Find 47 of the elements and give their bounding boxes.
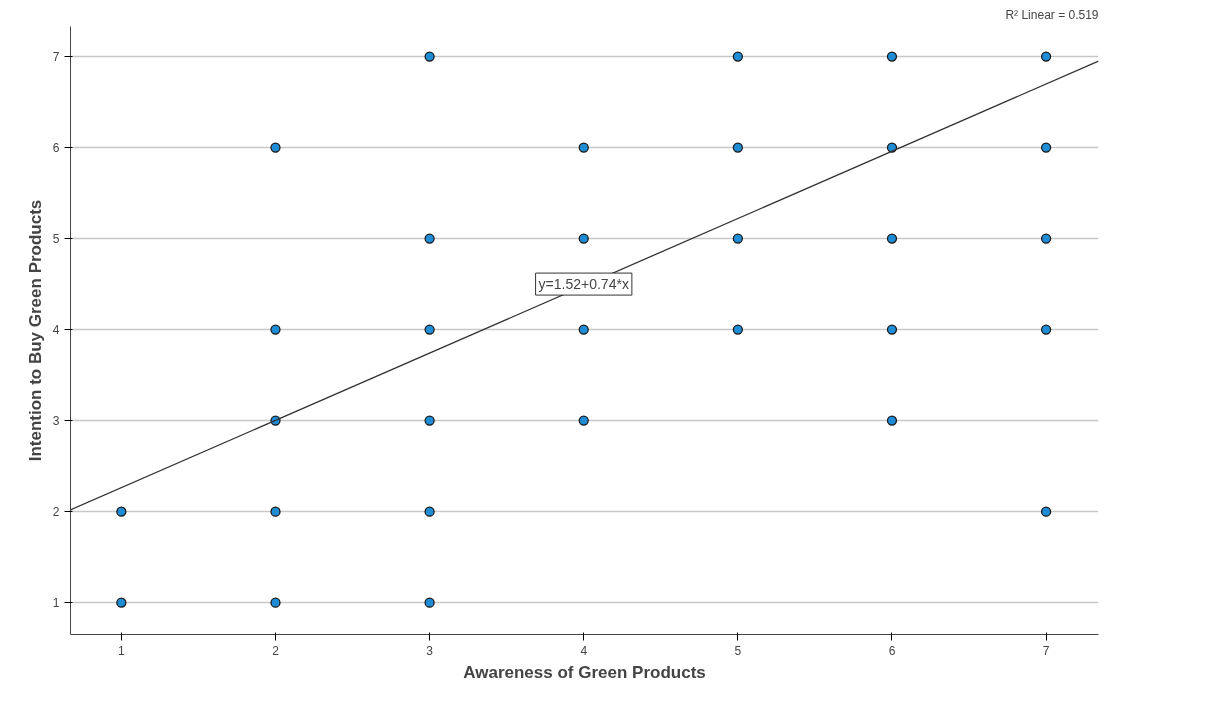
x-tick-label: 6: [888, 643, 896, 658]
x-tick-label: 3: [426, 643, 434, 658]
point: [578, 324, 589, 335]
point: [732, 324, 743, 335]
x-tick-label: 2: [272, 643, 280, 658]
y-tick-label: 6: [52, 141, 60, 156]
y-tick-label: 1: [52, 596, 60, 611]
point: [1040, 233, 1052, 244]
point: [732, 233, 743, 244]
x-tick-label: 7: [1042, 643, 1050, 658]
y-tick-label: 5: [52, 232, 60, 247]
point: [578, 142, 589, 153]
point: [116, 506, 127, 517]
y-tick-label: 4: [52, 323, 60, 338]
x-axis-title: Awareness of Green Products: [463, 662, 706, 682]
point: [270, 142, 281, 153]
point: [886, 415, 898, 426]
x-tick-label: 4: [580, 643, 588, 658]
point: [270, 506, 281, 517]
point: [424, 324, 435, 335]
y-tick-label: 2: [52, 505, 60, 520]
y-axis-title: Intention to Buy Green Products: [25, 199, 45, 462]
x-tick-label: 5: [734, 643, 742, 658]
point: [1040, 142, 1052, 153]
point: [732, 142, 743, 153]
annotation: y=1.52+0.74*x: [538, 276, 629, 293]
point: [886, 51, 898, 62]
point: [578, 415, 589, 426]
y-tick-label: 7: [52, 50, 60, 65]
point: [886, 233, 898, 244]
point: [424, 597, 435, 608]
x-tick-label: 1: [118, 643, 126, 658]
y-tick-label: 3: [52, 414, 60, 429]
point: [116, 597, 127, 608]
point: [578, 233, 589, 244]
point: [424, 233, 435, 244]
point: [1040, 324, 1052, 335]
point: [270, 597, 281, 608]
point: [1040, 506, 1052, 517]
point: [424, 506, 435, 517]
point: [270, 324, 281, 335]
point: [424, 415, 435, 426]
point: [886, 324, 898, 335]
point: [424, 51, 435, 62]
point: [732, 51, 743, 62]
point: [1040, 51, 1052, 62]
text: R² Linear = 0.519: [1005, 7, 1099, 22]
